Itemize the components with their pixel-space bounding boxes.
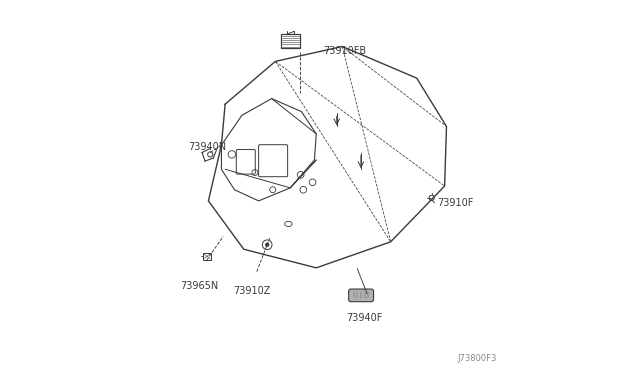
Text: J73800F3: J73800F3 <box>458 354 497 363</box>
FancyBboxPatch shape <box>349 289 374 302</box>
Circle shape <box>266 243 269 247</box>
Text: 73965N: 73965N <box>180 281 218 291</box>
Text: 73910Z: 73910Z <box>233 286 270 296</box>
Text: 73940F: 73940F <box>346 313 382 323</box>
Bar <box>203 253 211 260</box>
Text: 73910FB: 73910FB <box>323 46 366 56</box>
Text: 73940N: 73940N <box>188 142 226 152</box>
Ellipse shape <box>285 221 292 227</box>
Text: 73910F: 73910F <box>437 198 474 208</box>
FancyBboxPatch shape <box>236 150 255 174</box>
Bar <box>281 34 300 48</box>
FancyBboxPatch shape <box>259 145 287 177</box>
